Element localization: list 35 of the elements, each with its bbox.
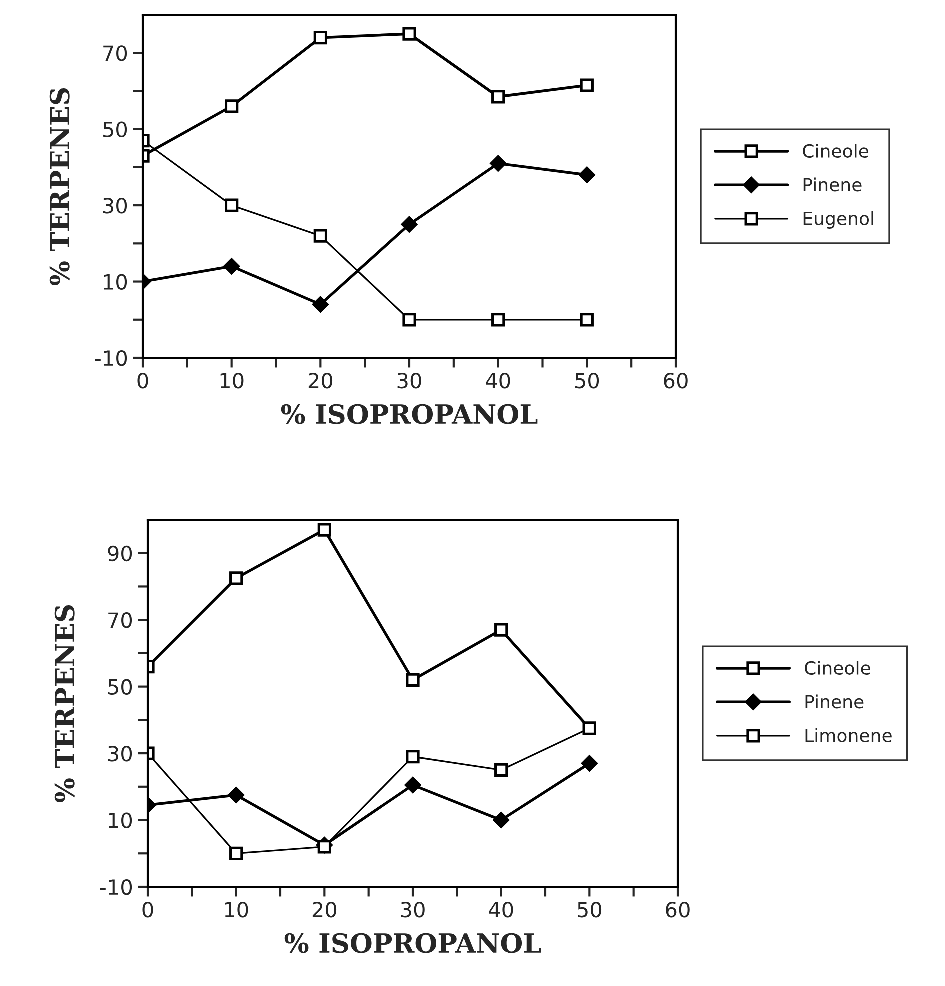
legend-label: Cineole [805, 661, 870, 676]
y-tick-label: -10 [95, 350, 128, 366]
legend-label: Eugenol [804, 211, 874, 229]
legend-label: Limonene [806, 728, 892, 742]
x-tick-label: 40 [489, 902, 514, 918]
y-tick-label: 90 [108, 546, 132, 562]
y-tick-label: 50 [104, 122, 128, 138]
y-tick-label: 30 [108, 746, 132, 762]
y-tick-label: -10 [100, 879, 132, 896]
x-tick-label: 60 [666, 902, 690, 918]
x-tick-label: 10 [220, 372, 244, 389]
x-axis-title: % ISOPROPANOL [284, 933, 542, 954]
x-tick-label: 60 [664, 372, 688, 389]
y-tick-label: 70 [104, 46, 128, 62]
legend-label: Cineole [803, 144, 869, 158]
y-tick-label: 50 [108, 679, 132, 696]
x-tick-label: 0 [142, 902, 154, 918]
legend-label: Pinene [806, 694, 864, 709]
y-tick-label: 30 [103, 198, 128, 214]
x-tick-label: 20 [312, 902, 337, 918]
x-tick-label: 30 [398, 372, 422, 389]
x-tick-label: 40 [486, 372, 510, 389]
x-tick-label: 20 [308, 372, 333, 389]
x-tick-label: 10 [225, 902, 248, 918]
x-tick-label: 30 [401, 902, 425, 918]
x-axis-title: % ISOPROPANOL [281, 404, 538, 424]
y-tick-label: 10 [104, 274, 128, 290]
y-tick-label: 10 [109, 812, 132, 828]
x-tick-label: 50 [576, 372, 600, 389]
y-tick-label: 70 [108, 612, 132, 628]
legend-label: Pinene [804, 178, 862, 192]
y-axis-title: % TERPENES [50, 88, 70, 286]
x-tick-label: 50 [578, 902, 602, 918]
x-tick-label: 0 [138, 372, 148, 389]
y-axis-title: % TERPENES [54, 605, 75, 802]
